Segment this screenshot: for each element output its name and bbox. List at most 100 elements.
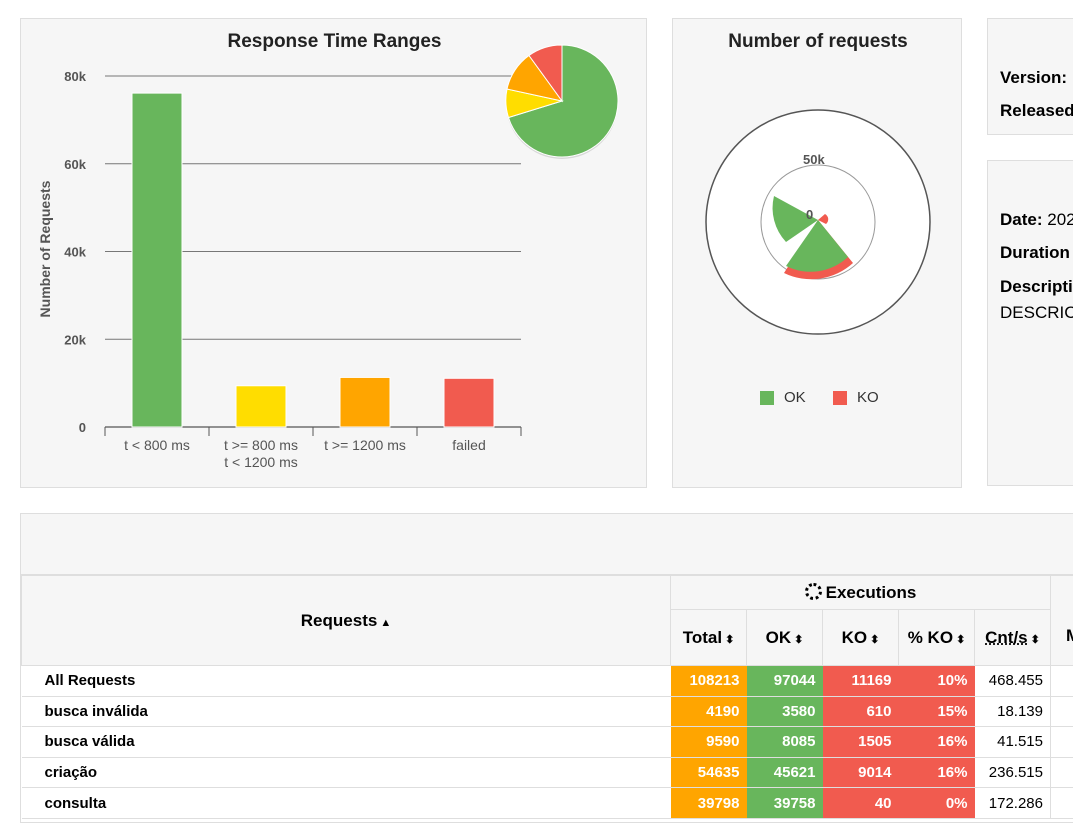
x-tick-label: t < 800 ms (124, 437, 190, 453)
run-info-panel: Date: 202 Duration Descripti DESCRIC (987, 160, 1073, 486)
cnt-header-label: Cnt/s (985, 627, 1028, 647)
y-axis-label: Number of Requests (37, 180, 53, 317)
cnt-column-header[interactable]: Cnt/s ⬍ (974, 609, 1051, 666)
total-cell: 108213 (670, 665, 747, 697)
ok-column-header[interactable]: OK ⬍ (746, 609, 823, 666)
total-cell: 39798 (670, 787, 747, 819)
total-header-label: Total (682, 627, 723, 647)
ok-cell: 39758 (746, 787, 823, 819)
pko-header-label: % KO (907, 627, 954, 647)
sector-ok (786, 220, 848, 272)
sort-icon: ⬍ (1030, 633, 1040, 646)
sector-ok-small (772, 196, 818, 242)
executions-icon (804, 582, 822, 600)
bar-3[interactable] (443, 377, 495, 428)
version-label: Version: (1000, 68, 1068, 87)
legend-ok[interactable]: OK (760, 389, 806, 406)
bar-1[interactable] (235, 385, 287, 428)
tick-0: 0 (806, 207, 813, 222)
x-tick-label: t < 1200 ms (224, 454, 298, 470)
ko-cell: 40 (822, 787, 899, 819)
y-tick-label: 0 (79, 420, 86, 435)
ko-cell: 9014 (822, 757, 899, 789)
sort-asc-icon: ▲ (380, 616, 392, 629)
table-row[interactable]: criação 54635 45621 9014 16% 236.515 (21, 757, 1073, 789)
inner-circle (760, 164, 876, 280)
legend-ok-label: OK (784, 389, 806, 406)
ko-cell: 11169 (822, 665, 899, 697)
ok-cell: 3580 (746, 696, 823, 728)
requests-chart-title: Number of requests (728, 31, 908, 52)
ranges-chart-title: Response Time Ranges (227, 31, 442, 52)
x-tick-label: failed (452, 437, 485, 453)
tick-50k: 50k (803, 152, 825, 167)
pko-cell: 16% (898, 726, 975, 758)
sector-ko-small (818, 214, 829, 224)
total-cell: 54635 (670, 757, 747, 789)
cnt-cell: 172.286 (974, 787, 1051, 819)
bar-2[interactable] (339, 376, 391, 428)
next-column-label: M (1066, 626, 1073, 646)
statistics-table-panel: Requests ▲ Executions Total ⬍ OK ⬍ KO ⬍ % KO… (20, 513, 1073, 823)
request-name: busca válida (21, 726, 671, 758)
ranges-chart: 0 20k 40k 60k 80k t < 800 ms t >= 800 mst < 1… (37, 44, 619, 470)
legend-ok-swatch (760, 390, 774, 405)
number-of-requests-panel: Number of requests 50k 0 OK KO (672, 18, 962, 488)
legend-ko-swatch (833, 390, 847, 405)
request-name: criação (21, 757, 671, 789)
mini-pie-chart (505, 44, 619, 159)
ko-cell: 1505 (822, 726, 899, 758)
description-label: Descripti (1000, 277, 1073, 296)
cnt-cell: 236.515 (974, 757, 1051, 789)
next-column-cell (1050, 726, 1073, 758)
sort-icon: ⬍ (956, 633, 966, 646)
sort-icon: ⬍ (725, 633, 735, 646)
ok-cell: 97044 (746, 665, 823, 697)
cnt-cell: 41.515 (974, 726, 1051, 758)
legend-ko[interactable]: KO (833, 389, 879, 406)
ko-header-label: KO (841, 627, 868, 647)
ko-column-header[interactable]: KO ⬍ (822, 609, 899, 666)
table-row[interactable]: busca inválida 4190 3580 610 15% 18.139 (21, 696, 1073, 728)
total-cell: 4190 (670, 696, 747, 728)
x-tick-label: t >= 1200 ms (324, 437, 406, 453)
requests-polar-chart: 50k 0 (705, 109, 931, 335)
response-time-ranges-panel: Response Time Ranges 0 20k 40k 60k 80k t < 8… (20, 18, 647, 488)
pko-column-header[interactable]: % KO ⬍ (898, 609, 975, 666)
duration-label: Duration (1000, 243, 1070, 262)
pko-cell: 16% (898, 757, 975, 789)
table-toolbar (21, 514, 1073, 575)
released-label: Released (1000, 101, 1073, 120)
next-column-cell (1050, 787, 1073, 819)
request-name: consulta (21, 787, 671, 819)
description-value: DESCRIC (1000, 303, 1073, 322)
y-tick-label: 20k (64, 332, 86, 347)
table-row[interactable]: All Requests 108213 97044 11169 10% 468.455 (21, 665, 1073, 697)
table-row[interactable]: consulta 39798 39758 40 0% 172.286 (21, 787, 1073, 819)
next-column-cell (1050, 696, 1073, 728)
next-column-header (1050, 575, 1073, 666)
statistics-table: Requests ▲ Executions Total ⬍ OK ⬍ KO ⬍ % KO… (21, 575, 1073, 819)
version-info-panel: Version: Released (987, 18, 1073, 135)
requests-column-header[interactable]: Requests ▲ (21, 575, 671, 666)
executions-header: Executions (670, 575, 1051, 610)
request-name: busca inválida (21, 696, 671, 728)
ko-cell: 610 (822, 696, 899, 728)
total-column-header[interactable]: Total ⬍ (670, 609, 747, 666)
request-name: All Requests (21, 665, 671, 697)
ok-cell: 45621 (746, 757, 823, 789)
sort-icon: ⬍ (870, 633, 880, 646)
x-tick-label: t >= 800 ms (224, 437, 298, 453)
cnt-cell: 18.139 (974, 696, 1051, 728)
cnt-cell: 468.455 (974, 665, 1051, 697)
y-tick-label: 80k (64, 69, 86, 84)
y-tick-label: 60k (64, 157, 86, 172)
date-label: Date: (1000, 210, 1043, 229)
table-row[interactable]: busca válida 9590 8085 1505 16% 41.515 (21, 726, 1073, 758)
pko-cell: 0% (898, 787, 975, 819)
total-cell: 9590 (670, 726, 747, 758)
bar-0[interactable] (131, 92, 183, 428)
y-tick-label: 40k (64, 245, 86, 260)
ok-cell: 8085 (746, 726, 823, 758)
sort-icon: ⬍ (794, 633, 804, 646)
